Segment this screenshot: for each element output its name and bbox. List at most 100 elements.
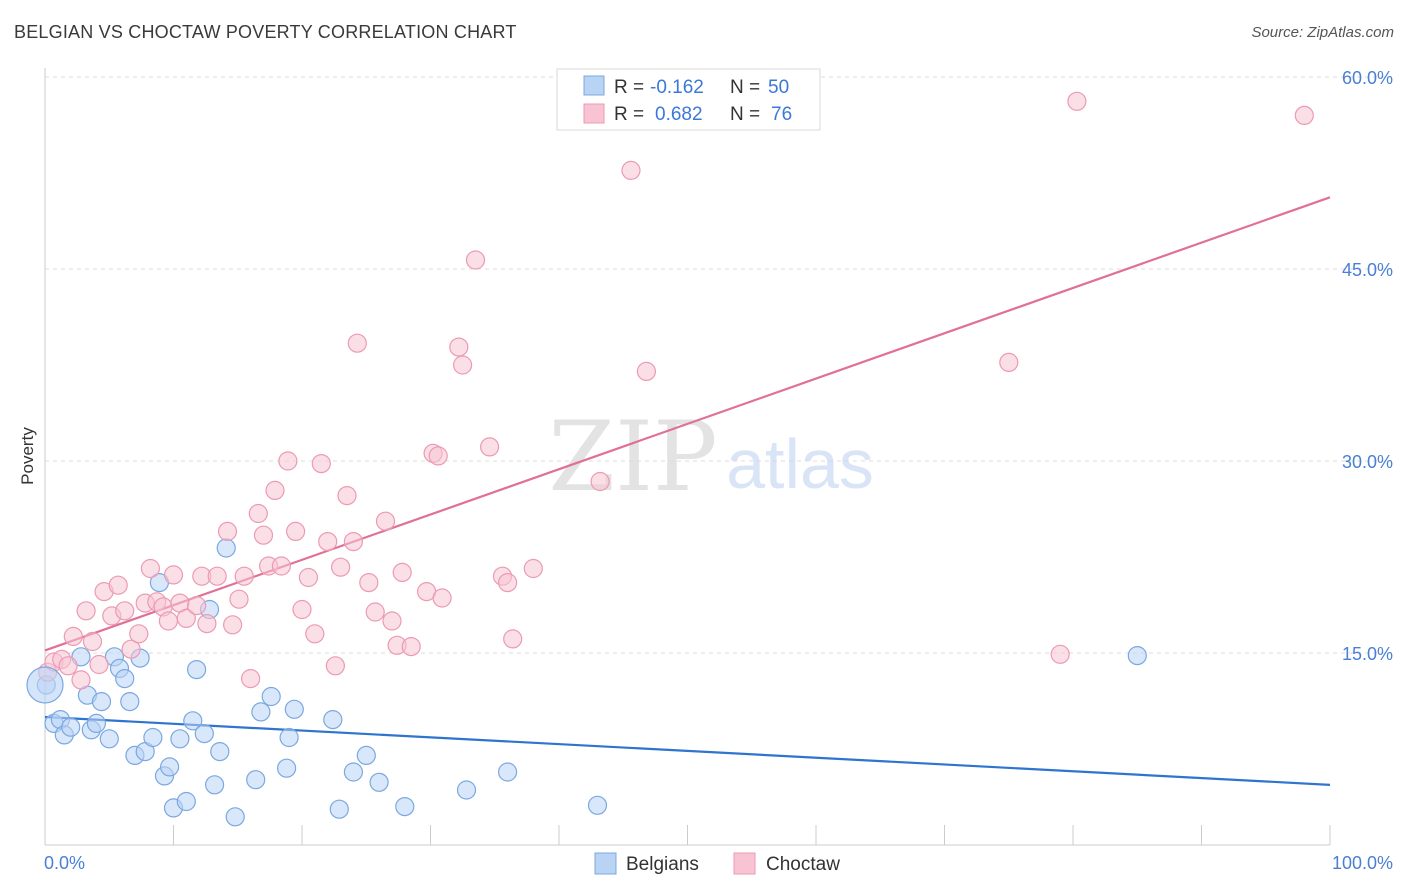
- choctaw-point: [187, 595, 207, 616]
- choctaw-point: [1067, 91, 1087, 111]
- belgians-point: [176, 791, 196, 812]
- choctaw-point: [163, 565, 184, 585]
- belgians-point: [91, 691, 112, 712]
- choctaw-point: [343, 531, 363, 552]
- legend-belgians-n-value: 50: [768, 77, 789, 98]
- belgians-point: [456, 780, 477, 800]
- choctaw-point: [278, 451, 298, 471]
- choctaw-point: [331, 557, 351, 577]
- y-tick-label: 60.0%: [1342, 68, 1393, 88]
- watermark: ZIP atlas: [548, 401, 874, 513]
- choctaw-point: [217, 521, 238, 542]
- choctaw-point: [158, 611, 178, 631]
- belgians-trend-line: [44, 715, 1331, 786]
- chart-title: BELGIAN VS CHOCTAW POVERTY CORRELATION C…: [14, 22, 517, 42]
- choctaw-point: [347, 333, 367, 353]
- belgians-point-large: [26, 666, 64, 704]
- choctaw-point: [253, 525, 274, 545]
- belgians-point: [246, 770, 266, 790]
- belgians-point: [86, 713, 107, 734]
- choctaw-point: [498, 572, 518, 593]
- belgians-point: [279, 727, 299, 748]
- choctaw-point: [621, 160, 641, 180]
- belgians-point: [99, 729, 119, 749]
- belgians-point: [120, 691, 140, 712]
- belgians-point: [205, 775, 225, 795]
- legend-belgians-n-label: N =: [730, 77, 760, 98]
- belgians-point: [395, 796, 415, 817]
- belgians-point: [143, 727, 163, 748]
- belgians-point: [210, 741, 230, 762]
- belgians-point: [170, 729, 190, 749]
- y-tick-label: 30.0%: [1342, 452, 1393, 472]
- legend-belgians-r-value: -0.162: [650, 77, 704, 98]
- choctaw-point: [523, 558, 543, 579]
- choctaw-point: [176, 608, 196, 629]
- choctaw-point: [82, 631, 103, 652]
- legend-choctaw-r-label: R =: [614, 104, 644, 125]
- legend-bottom-choctaw-label: Choctaw: [766, 854, 840, 875]
- choctaw-point: [453, 355, 473, 375]
- belgians-point: [1127, 645, 1147, 666]
- belgians-point: [277, 758, 297, 778]
- choctaw-point: [311, 454, 331, 474]
- x-tick-labels: 0.0% 100.0%: [44, 853, 1393, 873]
- choctaw-point: [234, 566, 254, 586]
- choctaw-point: [401, 636, 421, 657]
- choctaw-point: [71, 670, 91, 690]
- choctaw-point: [248, 503, 268, 524]
- choctaw-point: [265, 480, 285, 500]
- belgians-point: [284, 699, 304, 719]
- legend-bottom-belgians-label: Belgians: [626, 854, 699, 875]
- choctaw-point: [432, 588, 452, 608]
- choctaw-point: [365, 602, 385, 622]
- legend-bottom-choctaw-swatch: [733, 852, 756, 875]
- choctaw-point: [337, 486, 357, 506]
- choctaw-point: [449, 337, 469, 357]
- legend-bottom: Belgians Choctaw: [594, 852, 840, 875]
- choctaw-point: [325, 656, 345, 676]
- belgians-point: [323, 709, 343, 730]
- data-points: [26, 91, 1314, 827]
- choctaw-point: [89, 654, 109, 675]
- choctaw-point: [197, 613, 217, 634]
- source-credit: Source: ZipAtlas.com: [1251, 24, 1394, 41]
- belgians-point: [216, 538, 236, 558]
- choctaw-point: [480, 437, 500, 457]
- y-tick-label: 15.0%: [1342, 644, 1393, 664]
- choctaw-point: [286, 521, 306, 542]
- watermark-atlas: atlas: [726, 425, 874, 503]
- axes: [44, 68, 1331, 846]
- choctaw-point: [140, 558, 160, 579]
- belgians-point: [261, 686, 281, 707]
- trend-lines: [44, 196, 1331, 786]
- belgians-point: [115, 668, 135, 689]
- belgians-point: [343, 762, 363, 782]
- choctaw-point: [298, 567, 318, 588]
- legend-choctaw-n-value: 76: [771, 104, 792, 125]
- belgians-point: [160, 757, 180, 777]
- belgians-point: [225, 807, 245, 827]
- choctaw-point: [999, 352, 1019, 372]
- belgians-point: [194, 723, 214, 744]
- grid-lines: [45, 76, 1392, 654]
- choctaw-point: [63, 626, 83, 647]
- choctaw-point: [318, 531, 338, 552]
- x-tick-label: 100.0%: [1332, 853, 1393, 873]
- belgians-point: [369, 772, 389, 792]
- legend-choctaw-swatch: [583, 103, 605, 124]
- choctaw-point: [382, 611, 402, 631]
- legend-bottom-belgians-swatch: [594, 852, 617, 875]
- choctaw-point: [108, 575, 128, 595]
- choctaw-point: [503, 629, 523, 649]
- legend-choctaw-r-value: 0.682: [655, 104, 703, 125]
- choctaw-point: [428, 446, 448, 466]
- choctaw-point: [121, 639, 141, 659]
- choctaw-point: [1050, 644, 1070, 664]
- choctaw-point: [359, 572, 379, 593]
- choctaw-point: [271, 556, 291, 576]
- choctaw-point: [129, 624, 149, 644]
- belgians-point: [187, 659, 207, 680]
- choctaw-point: [229, 589, 249, 609]
